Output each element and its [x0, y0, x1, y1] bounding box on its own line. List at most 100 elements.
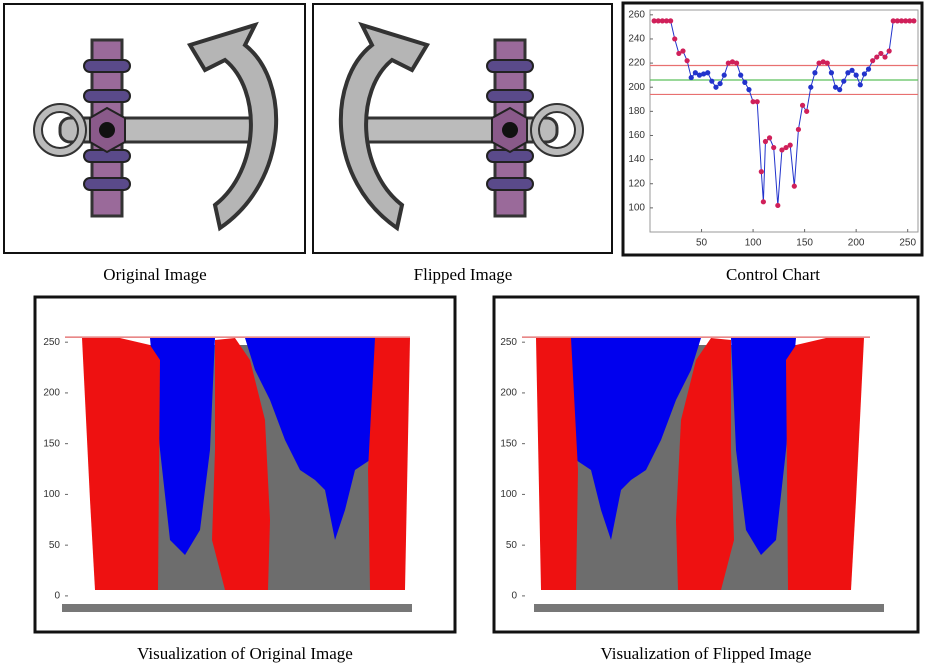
- data-point: [837, 87, 843, 93]
- y-tick-label: 50: [49, 540, 61, 551]
- data-point: [733, 60, 740, 66]
- x-tick-label: 200: [848, 238, 865, 249]
- data-point: [849, 67, 855, 73]
- y-tick-label: 200: [43, 388, 60, 399]
- data-point: [799, 102, 806, 108]
- data-point: [861, 71, 868, 77]
- data-point: [775, 202, 781, 209]
- y-tick-label: 120: [628, 178, 645, 189]
- data-point: [907, 18, 913, 24]
- caption: Visualization of Flipped Image: [601, 644, 812, 663]
- data-point: [898, 18, 905, 24]
- y-tick-label: 250: [43, 337, 60, 348]
- y-tick-label: 0: [54, 591, 60, 602]
- data-point: [820, 59, 826, 65]
- data-point: [717, 80, 723, 87]
- data-point: [758, 169, 764, 175]
- y-tick-label: 140: [628, 154, 645, 165]
- y-tick-label: 250: [500, 337, 517, 348]
- x-tick-label: 100: [745, 238, 762, 249]
- y-tick-label: 160: [628, 130, 645, 141]
- x-tick-label: 50: [696, 238, 708, 249]
- data-point: [680, 48, 686, 54]
- data-point: [870, 58, 876, 64]
- data-point: [760, 199, 766, 205]
- data-point: [659, 18, 665, 24]
- data-point: [787, 142, 793, 148]
- data-point: [808, 84, 814, 90]
- data-point: [857, 82, 863, 88]
- data-point: [911, 18, 917, 24]
- data-point: [762, 138, 769, 145]
- data-point: [791, 183, 797, 189]
- data-point: [882, 54, 888, 60]
- data-point: [771, 144, 777, 151]
- y-tick-label: 100: [43, 489, 60, 500]
- y-tick-label: 50: [506, 540, 518, 551]
- y-tick-label: 100: [628, 203, 645, 214]
- x-tick-label: 250: [899, 238, 916, 249]
- data-point: [746, 87, 752, 93]
- data-point: [721, 72, 727, 78]
- data-point: [672, 36, 678, 42]
- data-point: [651, 18, 657, 24]
- y-tick-label: 200: [628, 82, 645, 93]
- caption: Flipped Image: [414, 265, 513, 284]
- data-point: [676, 50, 682, 57]
- data-point: [795, 126, 802, 133]
- y-tick-label: 0: [511, 591, 517, 602]
- y-tick-label: 100: [500, 489, 517, 500]
- data-point: [903, 18, 909, 24]
- y-tick-label: 180: [628, 106, 645, 117]
- y-tick-label: 200: [500, 388, 517, 399]
- data-point: [738, 72, 744, 78]
- y-tick-label: 150: [500, 438, 517, 449]
- data-point: [890, 18, 896, 24]
- data-point: [845, 70, 851, 76]
- y-tick-label: 240: [628, 34, 645, 45]
- data-point: [668, 18, 674, 24]
- data-point: [816, 60, 822, 66]
- data-point: [779, 147, 785, 153]
- data-point: [684, 58, 690, 64]
- plot-area: [649, 9, 919, 233]
- data-point: [750, 99, 756, 105]
- data-point: [832, 84, 839, 90]
- data-point: [709, 78, 715, 84]
- caption: Visualization of Original Image: [137, 644, 353, 663]
- y-tick-label: 260: [628, 9, 645, 20]
- data-point: [853, 72, 859, 78]
- data-point: [713, 84, 719, 90]
- data-point: [878, 50, 884, 57]
- data-point: [754, 99, 760, 105]
- data-point: [766, 135, 773, 141]
- data-point: [874, 54, 880, 60]
- scatter-cloud: [62, 338, 412, 612]
- data-point: [692, 70, 698, 76]
- chart-frame: [621, 1, 924, 257]
- caption: Control Chart: [726, 265, 820, 284]
- data-point: [865, 66, 872, 72]
- data-point: [696, 72, 703, 78]
- data-point: [824, 60, 830, 66]
- data-point: [688, 74, 694, 81]
- y-tick-label: 220: [628, 58, 645, 69]
- data-point: [701, 71, 707, 77]
- data-point: [828, 70, 835, 76]
- data-point: [841, 78, 847, 84]
- data-point: [886, 48, 892, 54]
- scatter-cloud: [534, 338, 884, 612]
- data-point: [812, 70, 818, 76]
- data-point: [655, 18, 661, 24]
- data-point: [725, 60, 731, 66]
- data-point: [705, 70, 711, 76]
- caption: Original Image: [103, 265, 206, 284]
- data-point: [729, 59, 736, 65]
- data-point: [894, 18, 900, 24]
- data-point: [663, 18, 670, 24]
- y-tick-label: 150: [43, 438, 60, 449]
- data-point: [742, 79, 748, 85]
- x-tick-label: 150: [796, 238, 813, 249]
- data-point: [804, 108, 810, 114]
